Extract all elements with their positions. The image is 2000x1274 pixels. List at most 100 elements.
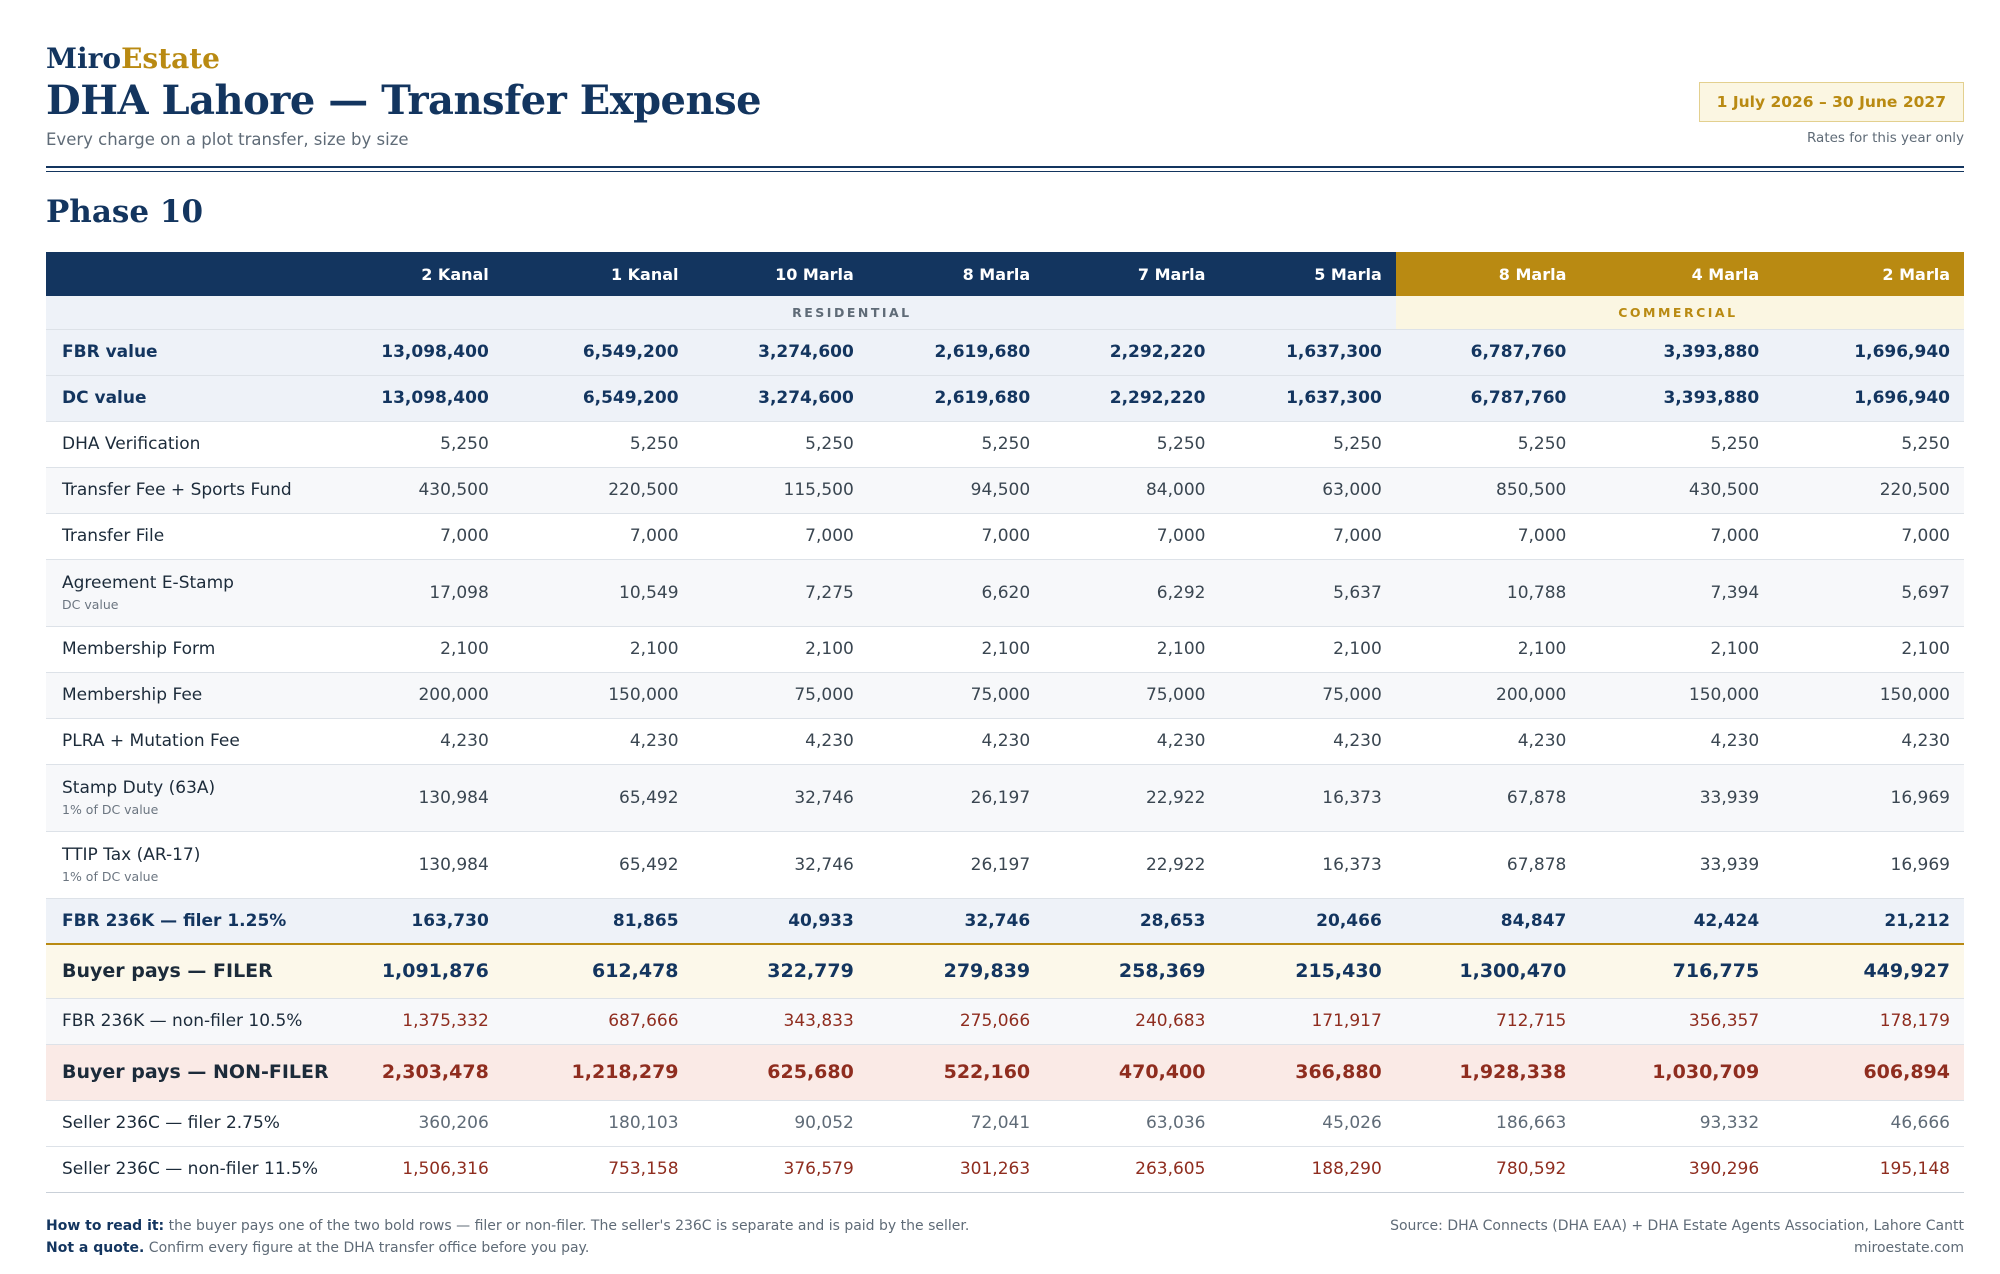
- table-cell: 356,357: [1580, 998, 1774, 1045]
- table-cell: 75,000: [692, 672, 868, 719]
- table-cell: 5,250: [1219, 421, 1396, 468]
- table-cell: 150,000: [502, 672, 693, 719]
- table-cell: 200,000: [1395, 672, 1581, 719]
- table-cell: 5,250: [312, 421, 503, 468]
- table-cell: 22,922: [1044, 831, 1220, 899]
- table-cell: 26,197: [867, 831, 1045, 899]
- column-header: 5 Marla: [1219, 252, 1396, 296]
- table-cell: 2,292,220: [1044, 375, 1220, 422]
- table-cell: 625,680: [692, 1043, 868, 1101]
- table-cell: 2,100: [502, 626, 693, 673]
- table-cell: 13,098,400: [312, 375, 503, 422]
- table-cell: 32,746: [867, 898, 1045, 945]
- column-header: 1 Kanal: [502, 252, 693, 296]
- table-cell: 17,098: [312, 559, 503, 627]
- table-cell: 6,292: [1044, 559, 1220, 627]
- table-cell: 67,878: [1395, 764, 1581, 832]
- divider: [46, 166, 1964, 168]
- table-cell: 7,000: [312, 513, 503, 560]
- row-label-text: Stamp Duty (63A): [62, 778, 216, 798]
- header-cell-blank: [46, 252, 313, 296]
- table-cell: 2,100: [867, 626, 1045, 673]
- table-cell: 33,939: [1580, 831, 1774, 899]
- row-label: FBR 236K — non-filer 10.5%: [46, 998, 313, 1045]
- row-label-text: Transfer Fee + Sports Fund: [62, 480, 292, 500]
- category-residential: RESIDENTIAL: [312, 296, 1396, 330]
- table-cell: 2,100: [1773, 626, 1964, 673]
- table-row: DC value 13,098,400 6,549,200 3,274,600 2,61…: [46, 375, 1964, 422]
- table-cell: 195,148: [1773, 1146, 1964, 1193]
- table-cell: 275,066: [867, 998, 1045, 1045]
- table-cell: 3,274,600: [692, 375, 868, 422]
- row-label-text: PLRA + Mutation Fee: [62, 731, 240, 751]
- table-cell: 93,332: [1580, 1100, 1774, 1147]
- table-cell: 5,250: [502, 421, 693, 468]
- row-label-text: DC value: [62, 388, 147, 408]
- page-title: DHA Lahore — Transfer Expense: [46, 77, 762, 124]
- table-cell: 5,250: [1395, 421, 1581, 468]
- table-row: Membership Form 2,100 2,100 2,100 2,100 2,100…: [46, 626, 1964, 673]
- table-cell: 4,230: [502, 718, 693, 765]
- row-label: Seller 236C — non-filer 11.5%: [46, 1146, 318, 1193]
- row-label-text: DHA Verification: [62, 434, 201, 454]
- table-cell: 180,103: [502, 1100, 693, 1147]
- table-cell: 322,779: [692, 943, 868, 999]
- brand-logo[interactable]: MiroEstate: [46, 42, 220, 75]
- table-cell: 1,030,709: [1580, 1043, 1774, 1101]
- column-header: 2 Kanal: [312, 252, 503, 296]
- row-label: Membership Form: [46, 626, 313, 673]
- table-cell: 240,683: [1044, 998, 1220, 1045]
- column-header: 8 Marla: [867, 252, 1045, 296]
- table-cell: 94,500: [867, 467, 1045, 514]
- table-cell: 4,230: [1219, 718, 1396, 765]
- table-cell: 4,230: [1395, 718, 1581, 765]
- table-cell: 7,000: [692, 513, 868, 560]
- website-link[interactable]: miroestate.com: [1854, 1240, 1964, 1256]
- table-cell: 16,969: [1773, 831, 1964, 899]
- table-cell: 1,696,940: [1773, 329, 1964, 376]
- row-label-text: FBR value: [62, 342, 158, 362]
- table-cell: 65,492: [502, 764, 693, 832]
- row-label: FBR 236K — filer 1.25%: [46, 898, 313, 945]
- table-cell: 200,000: [312, 672, 503, 719]
- table-cell: 28,653: [1044, 898, 1220, 945]
- table-cell: 7,000: [1219, 513, 1396, 560]
- table-cell: 522,160: [867, 1043, 1045, 1101]
- table-cell: 10,788: [1395, 559, 1581, 627]
- table-cell: 606,894: [1773, 1043, 1964, 1101]
- table-cell: 301,263: [867, 1146, 1045, 1193]
- row-label: Transfer Fee + Sports Fund: [46, 467, 313, 514]
- category-row: RESIDENTIAL COMMERCIAL: [46, 296, 1964, 330]
- row-label-text: FBR 236K — non-filer 10.5%: [62, 1011, 303, 1031]
- table-cell: 67,878: [1395, 831, 1581, 899]
- table-cell: 21,212: [1773, 898, 1964, 945]
- table-cell: 343,833: [692, 998, 868, 1045]
- table-cell: 449,927: [1773, 943, 1964, 999]
- table-cell: 33,939: [1580, 764, 1774, 832]
- row-label-text: TTIP Tax (AR-17): [62, 845, 201, 865]
- table-cell: 2,100: [1219, 626, 1396, 673]
- table-cell: 5,250: [692, 421, 868, 468]
- table-cell: 3,274,600: [692, 329, 868, 376]
- row-label: Transfer File: [46, 513, 313, 560]
- table-cell: 81,865: [502, 898, 693, 945]
- table-cell: 42,424: [1580, 898, 1774, 945]
- table-cell: 5,250: [1773, 421, 1964, 468]
- table-cell: 2,100: [1044, 626, 1220, 673]
- table-cell: 1,637,300: [1219, 375, 1396, 422]
- table-cell: 32,746: [692, 831, 868, 899]
- table-row: FBR 236K — filer 1.25% 163,730 81,865 40,93…: [46, 898, 1964, 945]
- table-row: Buyer pays — NON-FILER 2,303,478 1,218,279…: [46, 1043, 1964, 1101]
- table-cell: 4,230: [692, 718, 868, 765]
- table-cell: 4,230: [1580, 718, 1774, 765]
- table-cell: 46,666: [1773, 1100, 1964, 1147]
- table-cell: 6,620: [867, 559, 1045, 627]
- table-cell: 13,098,400: [312, 329, 503, 376]
- table-cell: 7,000: [1773, 513, 1964, 560]
- table-cell: 6,787,760: [1395, 375, 1581, 422]
- table-cell: 75,000: [1219, 672, 1396, 719]
- table-cell: 1,091,876: [312, 943, 503, 999]
- table-cell: 2,303,478: [312, 1043, 503, 1101]
- table-cell: 150,000: [1773, 672, 1964, 719]
